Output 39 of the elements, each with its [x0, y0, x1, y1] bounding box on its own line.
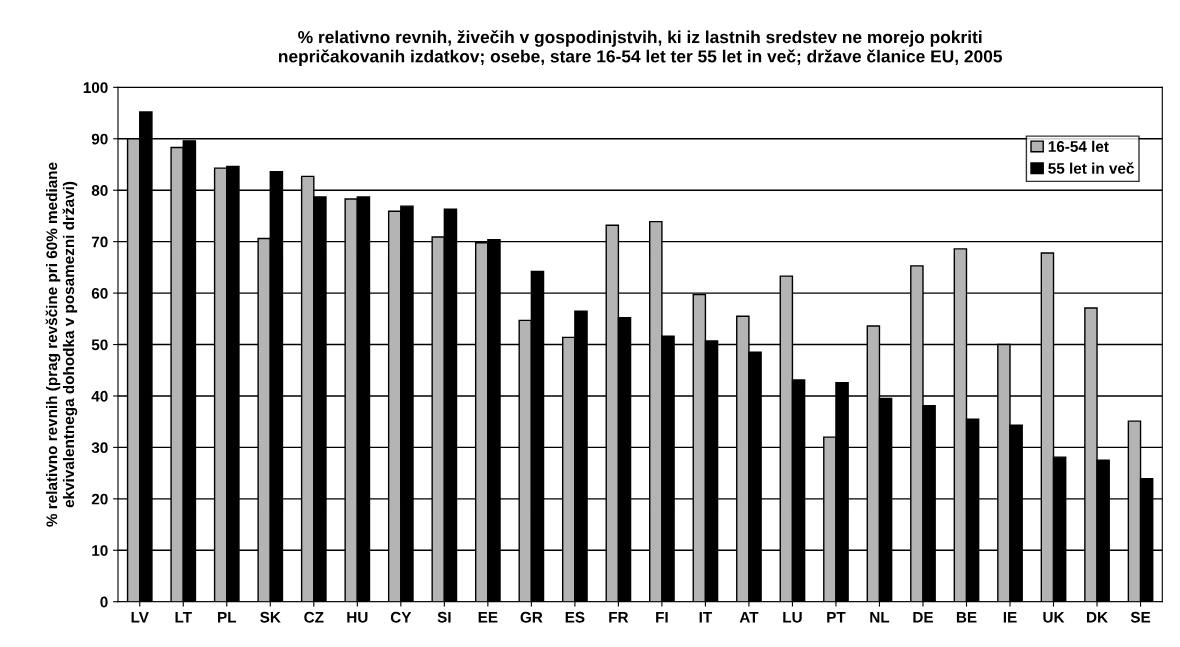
x-tick-label: LV [131, 611, 149, 623]
x-tick-label: PL [218, 611, 237, 623]
x-tick-label: NL [870, 611, 890, 623]
x-tick-label: SK [260, 611, 281, 623]
y-tick-label: 70 [91, 236, 108, 248]
x-tick-label: UK [1043, 611, 1065, 623]
y-axis-title: % relativno revnih (prag revščine pri 60% mediane ekvivalentnega dohodka v posamezni državi) [45, 162, 78, 527]
x-tick-label: AT [739, 611, 759, 623]
y-tick-label: 90 [91, 133, 108, 145]
x-tick-label: FI [656, 611, 668, 623]
x-tick-label: PT [827, 611, 846, 623]
x-tick-label: IE [1003, 611, 1017, 623]
x-tick-label: CY [390, 611, 412, 623]
x-tick-label: ES [565, 611, 585, 623]
chart-title: % relativno revnih, živečih v gospodinjstvih, ki iz lastnih sredstev ne morejo pokriti nepričakovanih izdatkov; osebe, stare 16-54 let ter 55 let in več; države članice EU, 2005 [278, 30, 1003, 66]
y-tick-label: 10 [92, 545, 108, 556]
y-tick-label: 30 [91, 442, 108, 454]
y-tick-label: 60 [91, 287, 108, 299]
x-tick-label: HU [347, 611, 368, 623]
x-tick-label: LU [783, 611, 802, 623]
x-tick-label: LT [175, 611, 192, 623]
x-tick-label: DK [1087, 611, 1108, 623]
legend-label: 16-54 let [1048, 140, 1109, 152]
y-tick-label: 20 [91, 493, 108, 505]
x-tick-label: IT [699, 611, 713, 623]
x-tick-label: SE [1130, 611, 1151, 623]
x-tick-label: EE [478, 611, 498, 623]
x-tick-label: CZ [304, 611, 324, 623]
y-tick-label: 0 [100, 596, 108, 608]
y-tick-label: 50 [91, 339, 108, 351]
x-tick-label: GR [520, 611, 543, 623]
x-tick-label: FR [609, 611, 629, 623]
x-tick-label: SI [437, 611, 451, 623]
y-tick-label: 40 [91, 390, 108, 402]
y-tick-label: 80 [91, 185, 108, 196]
x-tick-label: DE [913, 611, 933, 623]
y-tick-label: 100 [83, 82, 108, 94]
legend-label: 55 let in več [1048, 162, 1134, 174]
x-tick-label: BE [956, 611, 977, 623]
